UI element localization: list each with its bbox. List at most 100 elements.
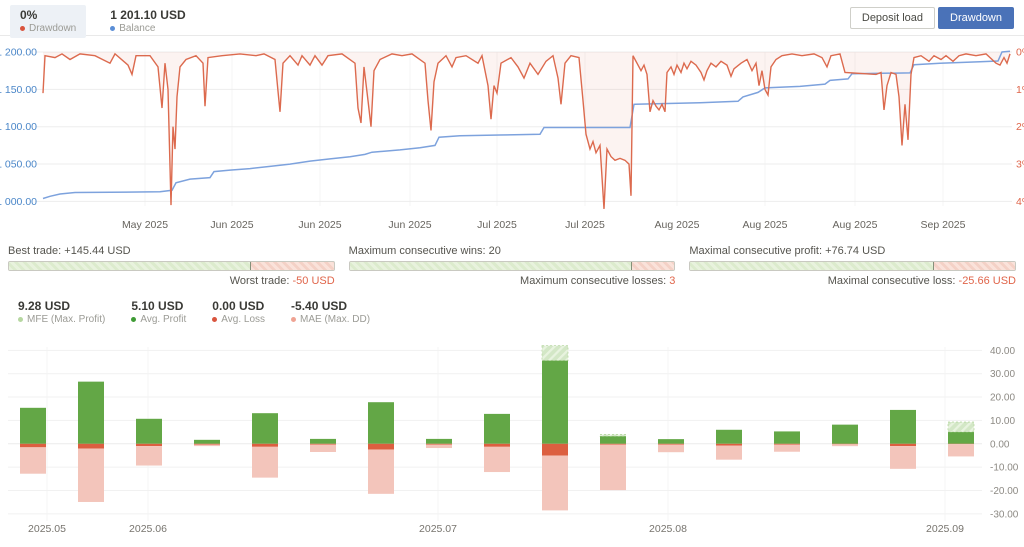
bar-mfe-segment <box>947 421 975 433</box>
drawdown-badge-label: Drawdown <box>29 23 77 34</box>
balance-drawdown-chart: 1 200.00 1 150.00 1 100.00 1 050.00 1 000.00… <box>0 47 1024 232</box>
avg-profit-dot-icon <box>131 317 137 322</box>
best-trade-bar-segment <box>9 262 251 270</box>
balance-legend-dot-icon <box>110 26 116 31</box>
weekly-profit-loss-chart: 40.00 30.00 20.00 10.00 0.00 -10.00 -20.00 -30.… <box>8 345 1019 535</box>
bar-mae-segment <box>948 444 974 457</box>
bar-profit-segment <box>774 431 800 444</box>
mfe-value: 9.28 USD <box>18 299 71 313</box>
max-consecutive-profit-label: Maximal consecutive profit: <box>689 245 823 257</box>
bar-mae-segment <box>542 455 568 511</box>
bar-loss-segment <box>368 443 394 450</box>
bar-mae-segment <box>890 446 916 469</box>
bar-profit-segment <box>368 402 394 444</box>
average-stats-row: 9.28 USD MFE (Max. Profit) 5.10 USD Avg.… <box>0 289 1024 331</box>
bar-x-axis-label: 2025.06 <box>129 523 167 535</box>
balance-line <box>42 50 1011 200</box>
bar-mae-segment <box>78 448 104 502</box>
bar-loss-segment <box>600 443 626 445</box>
bar-y-axis-tick: -30.00 <box>990 509 1019 520</box>
consecutive-losses-bar-segment <box>632 262 675 270</box>
bar-mae-segment <box>832 444 858 447</box>
max-consecutive-loss-value: -25.66 USD <box>958 275 1017 287</box>
balance-summary-badge[interactable]: 1 201.10 USD Balance <box>100 5 195 38</box>
left-axis-tick: 1 100.00 <box>0 121 37 133</box>
bar-loss-segment <box>426 443 452 445</box>
bar-profit-segment <box>252 413 278 444</box>
consecutive-profit-bar-segment <box>690 262 934 270</box>
chart-mode-switch: Deposit load Drawdown <box>849 5 1014 29</box>
bar-mae-segment <box>20 447 46 474</box>
bar-mae-segment <box>716 445 742 460</box>
consecutive-wins-metric: Maximum consecutive wins: 20 Maximum con… <box>348 244 676 289</box>
bar-mae-segment <box>368 449 394 494</box>
deposit-load-button[interactable]: Deposit load <box>849 7 936 29</box>
bar-mae-segment <box>252 446 278 478</box>
worst-trade-value: -50 USD <box>292 275 335 287</box>
x-axis-month-label: Jun 2025 <box>388 219 431 231</box>
bar-loss-segment <box>716 443 742 446</box>
bar-loss-segment <box>78 443 104 449</box>
drawdown-summary-badge[interactable]: 0% Drawdown <box>10 5 87 38</box>
bar-loss-segment <box>832 443 858 445</box>
bar-x-axis-label: 2025.07 <box>419 523 457 535</box>
mae-stat: -5.40 USD MAE (Max. DD) <box>291 299 370 331</box>
bar-y-axis-tick: -20.00 <box>990 486 1019 497</box>
bar-profit-segment <box>890 409 916 444</box>
balance-value: 1 201.10 USD <box>110 8 186 22</box>
bar-profit-segment <box>484 413 510 444</box>
bar-loss-segment <box>20 443 46 448</box>
bar-profit-segment <box>658 439 684 444</box>
consecutive-wins-bar-segment <box>349 262 633 270</box>
x-axis-month-label: Jul 2025 <box>477 219 517 231</box>
bar-loss-segment <box>252 443 278 447</box>
bar-x-axis-label: 2025.05 <box>28 523 66 535</box>
mae-value: -5.40 USD <box>291 299 348 313</box>
bar-y-axis-tick: -10.00 <box>990 463 1019 474</box>
bar-mae-segment <box>600 444 626 491</box>
bar-profit-segment <box>542 360 568 444</box>
avg-loss-dot-icon <box>212 317 218 322</box>
bar-loss-segment <box>542 443 568 456</box>
bar-mfe-segment <box>541 345 569 362</box>
right-axis-tick: 4% <box>1016 196 1024 208</box>
x-axis-month-label: May 2025 <box>122 219 168 231</box>
bar-y-axis-tick: 0.00 <box>990 439 1010 450</box>
mfe-dot-icon <box>18 317 23 322</box>
max-consecutive-wins-label: Maximum consecutive wins: <box>348 245 486 257</box>
left-axis-tick: 1 000.00 <box>0 196 37 208</box>
max-consecutive-profit-value: +76.74 USD <box>825 245 886 257</box>
right-axis-tick: 1% <box>1016 84 1024 96</box>
bar-loss-segment <box>658 443 684 445</box>
bar-loss-segment <box>890 443 916 447</box>
consecutive-loss-bar-segment <box>933 262 1016 270</box>
bar-y-axis-tick: 10.00 <box>990 416 1015 427</box>
bar-profit-segment <box>948 432 974 444</box>
bar-y-axis-tick: 30.00 <box>990 369 1015 380</box>
mfe-stat: 9.28 USD MFE (Max. Profit) <box>18 299 105 331</box>
best-trade-value: +145.44 USD <box>64 245 131 257</box>
drawdown-legend-dot-icon <box>20 26 25 31</box>
x-axis-month-label: Jun 2025 <box>298 219 341 231</box>
avg-loss-label: Avg. Loss <box>221 314 266 325</box>
bar-profit-segment <box>310 438 336 444</box>
bar-mae-segment <box>136 446 162 466</box>
drawdown-button[interactable]: Drawdown <box>938 7 1014 29</box>
bar-loss-segment <box>194 443 220 445</box>
drawdown-area-fill <box>43 52 1010 209</box>
consecutive-profit-metric: Maximal consecutive profit: +76.74 USD M… <box>689 244 1017 289</box>
bar-loss-segment <box>774 443 800 445</box>
x-axis-month-label: Jul 2025 <box>565 219 605 231</box>
trade-metrics-bars: Best trade: +145.44 USD Worst trade: -50… <box>0 236 1024 289</box>
bar-mae-segment <box>658 444 684 453</box>
max-consecutive-losses-label: Maximum consecutive losses: <box>520 275 667 287</box>
bar-mae-segment <box>426 444 452 449</box>
bar-profit-segment <box>194 439 220 444</box>
x-axis-month-label: Jun 2025 <box>210 219 253 231</box>
best-worst-trade-metric: Best trade: +145.44 USD Worst trade: -50… <box>8 244 335 289</box>
drawdown-percent-value: 0% <box>20 8 38 22</box>
avg-loss-value: 0.00 USD <box>212 299 265 313</box>
max-consecutive-wins-value: 20 <box>488 245 501 257</box>
bar-mae-segment <box>484 446 510 473</box>
bar-profit-segment <box>716 429 742 444</box>
